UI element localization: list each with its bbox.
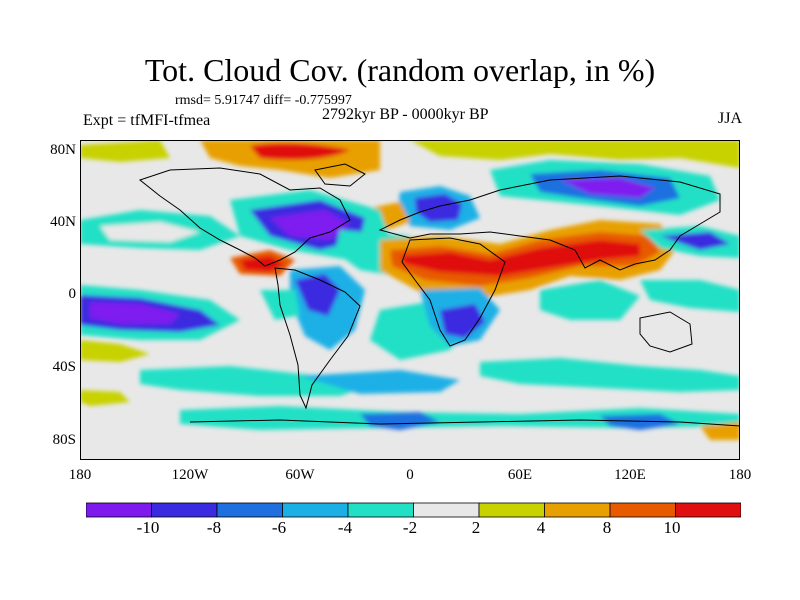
lat-tick-40s: 40S	[52, 359, 76, 375]
colorbar-label-8: 8	[602, 518, 612, 537]
colorbar-swatch	[151, 502, 218, 518]
lat-tick-0: 0	[68, 286, 77, 302]
map-title: Tot. Cloud Cov. (random overlap, in %)	[144, 52, 656, 88]
cloud-cover-map	[80, 140, 740, 460]
colorbar-swatch	[544, 502, 611, 518]
colorbar-label-4: 4	[536, 518, 546, 537]
colorbar-swatch	[216, 502, 283, 518]
colorbar-swatch	[675, 502, 741, 518]
colorbar-label-m4: -4	[337, 518, 353, 537]
colorbar-label-m6: -6	[271, 518, 287, 537]
colorbar-swatch	[413, 502, 480, 518]
lat-tick-80n: 80N	[50, 142, 76, 158]
lon-tick-120e: 120E	[614, 467, 646, 483]
coastlines	[138, 163, 740, 427]
colorbar-label-m10: -10	[136, 518, 160, 537]
colorbar-label-m8: -8	[206, 518, 222, 537]
lat-tick-40n: 40N	[50, 214, 76, 230]
map-frame	[80, 140, 740, 460]
colorbar-swatch	[282, 502, 349, 518]
stats-text: rmsd= 5.91747 diff= -0.775997	[175, 93, 352, 108]
lon-tick-60e: 60E	[507, 467, 533, 483]
period-label: 2792kyr BP - 0000kyr BP	[322, 106, 489, 123]
colorbar-swatch	[609, 502, 676, 518]
experiment-label: Expt = tfMFI-tfmea	[83, 112, 211, 129]
colorbar-swatch	[347, 502, 414, 518]
lon-tick-60w: 60W	[285, 467, 315, 483]
season-label: JJA	[717, 110, 742, 127]
lon-tick-180w: 180	[68, 467, 92, 483]
colorbar-label-m2: -2	[402, 518, 418, 537]
lon-tick-120w: 120W	[171, 467, 209, 483]
lat-tick-80s: 80S	[52, 432, 76, 448]
colorbar-label-10: 10	[663, 518, 681, 537]
colorbar-swatch	[478, 502, 545, 518]
colorbar-swatch	[86, 502, 152, 518]
anomaly-field	[80, 140, 740, 440]
colorbar	[86, 502, 741, 518]
colorbar-label-2: 2	[471, 518, 481, 537]
lon-tick-180e: 180	[728, 467, 752, 483]
lon-tick-0: 0	[406, 467, 414, 483]
